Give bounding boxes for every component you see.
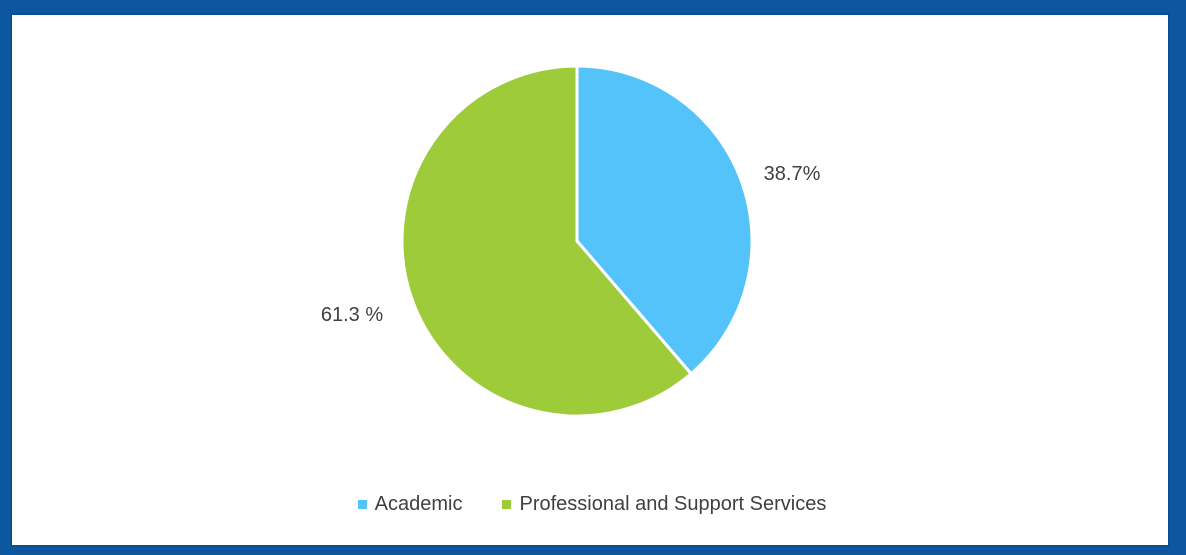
pie-slice-label-1: 61.3 % bbox=[321, 304, 383, 326]
pie-slice-1 bbox=[400, 64, 693, 418]
legend-item-professional-support: Professional and Support Services bbox=[502, 493, 826, 516]
legend-label-academic: Academic bbox=[374, 493, 463, 515]
legend-item-academic: Academic bbox=[357, 493, 463, 516]
legend: Academic Professional and Support Servic… bbox=[12, 493, 1172, 516]
legend-label-professional-support: Professional and Support Services bbox=[519, 493, 827, 515]
pie-slice-0 bbox=[575, 64, 754, 376]
legend-swatch-academic bbox=[357, 500, 367, 509]
legend-swatch-professional-support bbox=[502, 500, 512, 509]
pie-slice-labels: 38.7% 61.3 % bbox=[321, 163, 821, 326]
pie-slice-label-0: 38.7% bbox=[764, 163, 821, 185]
pie-slices bbox=[400, 64, 754, 418]
chart-panel: 38.7% 61.3 % Academic Professional and Su… bbox=[10, 13, 1170, 547]
pie-chart: 38.7% 61.3 % bbox=[321, 64, 821, 418]
